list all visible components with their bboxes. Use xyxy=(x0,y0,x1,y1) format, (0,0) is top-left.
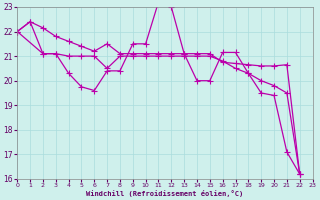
X-axis label: Windchill (Refroidissement éolien,°C): Windchill (Refroidissement éolien,°C) xyxy=(86,190,244,197)
